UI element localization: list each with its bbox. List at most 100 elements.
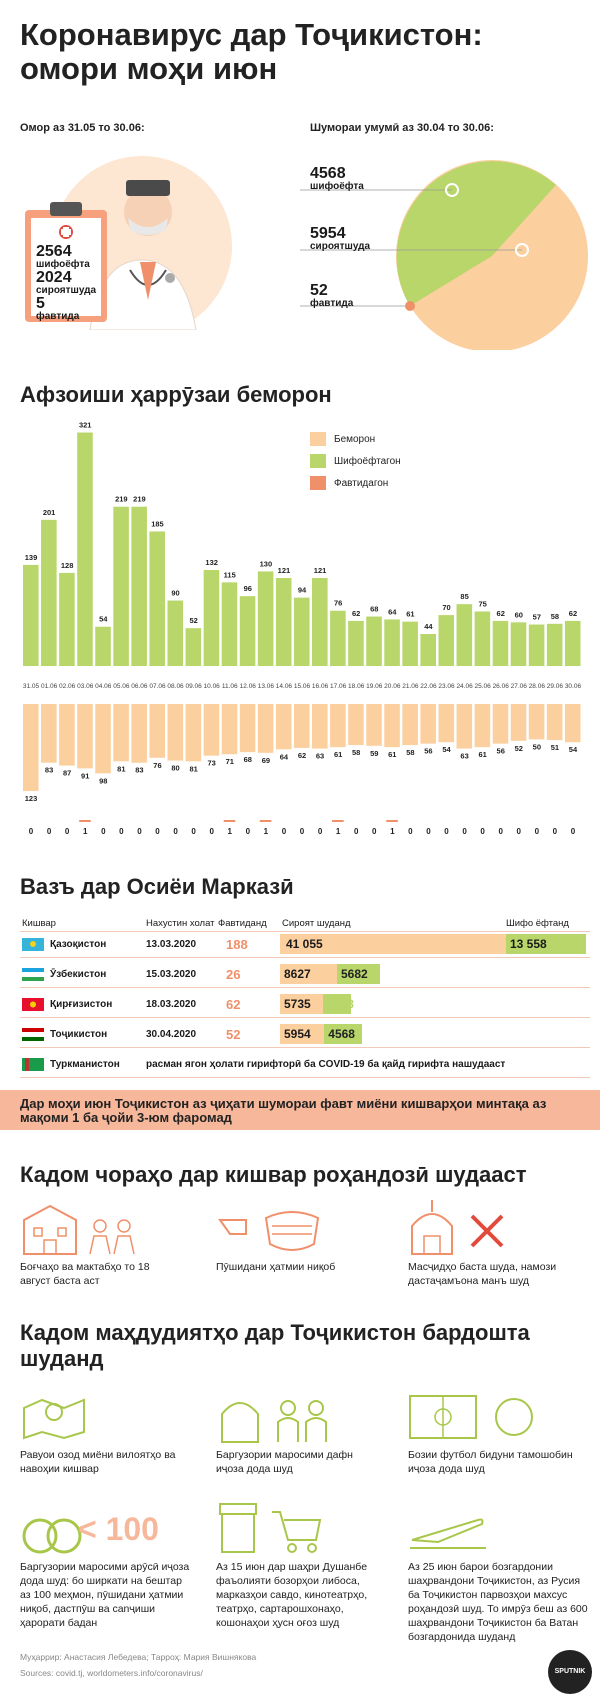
- data-label-infected: 63: [316, 752, 324, 761]
- data-label-infected: 51: [551, 743, 559, 752]
- infected-count: 41 055: [286, 937, 323, 951]
- month-infected-label: сироятшуда: [36, 285, 97, 296]
- central-asia-title: Вазъ дар Осиёи Марказӣ: [20, 874, 294, 899]
- dead-count: 52: [226, 1027, 241, 1042]
- mask-icon: [218, 1211, 320, 1251]
- restriction-3: Бозии футбол бидуни тамошобин иҷоза дода…: [408, 1449, 573, 1475]
- data-label-recovered: 60: [515, 610, 523, 619]
- data-label-recovered: 115: [224, 570, 236, 579]
- bar-recovered: [203, 570, 220, 666]
- data-label-recovered: 64: [388, 607, 397, 616]
- bar-infected: [420, 704, 436, 744]
- data-label-recovered: 75: [478, 599, 486, 608]
- recovered-count: 13 558: [510, 937, 547, 951]
- data-label-dead: 0: [119, 827, 124, 836]
- bar-recovered: [564, 620, 581, 666]
- bar-infected: [149, 704, 166, 758]
- bar-recovered: [348, 620, 364, 666]
- bar-infected: [293, 704, 310, 748]
- header-infected: Сироят шуданд: [282, 918, 351, 929]
- data-label-recovered: 90: [171, 589, 179, 598]
- bar-recovered: [167, 600, 184, 666]
- data-label-infected: 50: [533, 742, 541, 751]
- tick-label: 14.06: [276, 683, 293, 690]
- data-label-recovered: 128: [61, 561, 74, 570]
- bar-infected: [492, 704, 509, 744]
- bar-recovered: [239, 596, 256, 666]
- infected-bar: [280, 1024, 325, 1044]
- bar-infected: [456, 704, 473, 749]
- bar-infected: [167, 704, 184, 761]
- bar-dead: [79, 820, 91, 822]
- bar-recovered: [185, 628, 202, 666]
- data-label-dead: 1: [264, 827, 269, 836]
- data-label-dead: 0: [173, 827, 178, 836]
- bar-recovered: [275, 578, 292, 666]
- tick-label: 16.06: [312, 683, 329, 690]
- total-stats-label: Шумораи умумӣ аз 30.04 то 30.06:: [310, 122, 494, 134]
- month-dead-label: фавтида: [36, 311, 80, 322]
- tick-label: 05.06: [113, 683, 130, 690]
- data-label-infected: 68: [244, 755, 252, 764]
- tick-label: 18.06: [348, 683, 365, 690]
- recovered-count: 2443: [327, 997, 354, 1011]
- total-pie-chart: [300, 160, 588, 350]
- bar-infected: [131, 704, 147, 763]
- data-label-dead: 0: [191, 827, 196, 836]
- bar-recovered: [474, 611, 491, 666]
- month-stats-label: Омор аз 31.05 то 30.06:: [20, 122, 145, 134]
- sputnik-logo: SPUTNIK: [548, 1650, 592, 1694]
- data-label-recovered: 54: [99, 615, 108, 624]
- header-country: Кишвар: [22, 918, 56, 929]
- bar-dead: [223, 820, 236, 822]
- bar-infected: [95, 704, 111, 774]
- table-row-turkmenistan: Туркманистон расман ягон ҳолати гирифтор…: [20, 1050, 590, 1078]
- data-label-dead: 0: [408, 827, 413, 836]
- restriction-1: Равуои озод миёни вилоятҳо ва навоҳии ки…: [20, 1449, 176, 1475]
- dead-count: 188: [226, 937, 248, 952]
- tick-label: 27.06: [511, 683, 528, 690]
- bar-recovered: [384, 619, 400, 666]
- flag-kyrgyzstan-icon: [22, 998, 44, 1011]
- data-label-dead: 1: [83, 827, 88, 836]
- data-label-infected: 83: [135, 766, 143, 775]
- wedding-rings-icon: [22, 1518, 82, 1554]
- recovered-bar: [336, 964, 380, 984]
- data-label-dead: 1: [228, 827, 233, 836]
- measures-title: Кадом чораҳо дар кишвар роҳандозӣ шудаас…: [20, 1162, 527, 1187]
- bar-infected: [185, 704, 202, 762]
- school-icon: [23, 1204, 135, 1255]
- data-label-infected: 80: [171, 764, 179, 773]
- infected-count: 5954: [284, 1027, 311, 1041]
- tick-label: 12.06: [240, 683, 257, 690]
- data-label-dead: 0: [101, 827, 106, 836]
- data-label-infected: 54: [569, 745, 578, 754]
- bar-infected: [384, 704, 400, 748]
- data-label-infected: 64: [280, 752, 289, 761]
- bar-infected: [528, 704, 545, 740]
- infected-bar: [280, 964, 337, 984]
- total-infected-value: 5954: [310, 225, 346, 242]
- first-case: 15.03.2020: [146, 969, 197, 980]
- data-label-infected: 59: [370, 749, 378, 758]
- bar-dead: [259, 820, 272, 822]
- data-label-infected: 61: [334, 750, 342, 759]
- tick-label: 11.06: [222, 683, 238, 690]
- chart-legend: Беморон Шифоёфтагон Фавтидагон: [310, 432, 510, 498]
- legend-swatch-recovered: [310, 454, 326, 468]
- data-label-dead: 0: [462, 827, 467, 836]
- data-label-infected: 61: [388, 750, 396, 759]
- doctor-illustration: [25, 156, 232, 330]
- legend-recovered: Шифоёфтагон: [334, 456, 401, 467]
- data-label-infected: 87: [63, 769, 71, 778]
- tick-label: 15.06: [294, 683, 311, 690]
- page-title: Коронавирус дар Тоҷикистон: омори моҳи и…: [20, 17, 483, 86]
- highlight-banner: Дар моҳи июн Тоҷикистон аз ҷиҳати шумора…: [0, 1090, 600, 1130]
- header-dead: Фавтиданд: [218, 918, 267, 929]
- tick-label: 07.06: [149, 683, 166, 690]
- data-label-recovered: 132: [205, 558, 218, 567]
- bar-recovered: [456, 604, 473, 666]
- bar-recovered: [330, 610, 346, 666]
- bar-infected: [23, 704, 39, 792]
- data-label-dead: 0: [318, 827, 323, 836]
